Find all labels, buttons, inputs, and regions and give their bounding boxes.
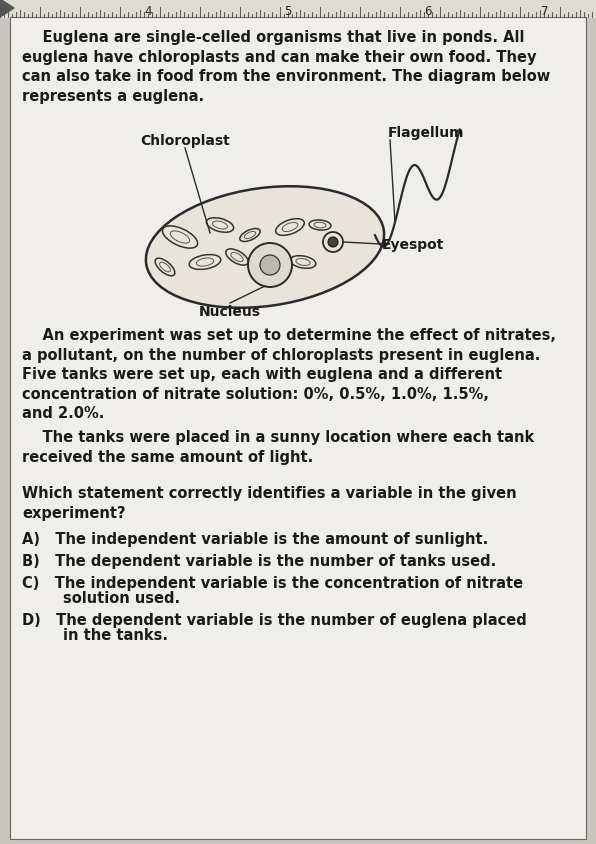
Text: Eyespot: Eyespot xyxy=(382,238,445,252)
Text: C)   The independent variable is the concentration of nitrate: C) The independent variable is the conce… xyxy=(22,576,523,590)
Text: Which statement correctly identifies a variable in the given
experiment?: Which statement correctly identifies a v… xyxy=(22,485,517,520)
Text: An experiment was set up to determine the effect of nitrates,
a pollutant, on th: An experiment was set up to determine th… xyxy=(22,327,556,421)
Bar xyxy=(0,0,596,18)
Polygon shape xyxy=(0,0,14,18)
Text: 7: 7 xyxy=(541,5,549,18)
Text: The tanks were placed in a sunny location where each tank
received the same amou: The tanks were placed in a sunny locatio… xyxy=(22,430,534,464)
Text: 6: 6 xyxy=(424,5,432,18)
Text: in the tanks.: in the tanks. xyxy=(22,627,168,642)
Text: 4: 4 xyxy=(144,5,152,18)
Text: D)   The dependent variable is the number of euglena placed: D) The dependent variable is the number … xyxy=(22,612,527,627)
Text: Flagellum: Flagellum xyxy=(388,126,464,140)
Circle shape xyxy=(328,238,338,247)
Text: A)   The independent variable is the amount of sunlight.: A) The independent variable is the amoun… xyxy=(22,532,488,546)
Text: B)   The dependent variable is the number of tanks used.: B) The dependent variable is the number … xyxy=(22,554,496,568)
Text: 5: 5 xyxy=(284,5,291,18)
Text: Nucleus: Nucleus xyxy=(199,305,261,319)
Circle shape xyxy=(248,244,292,288)
Circle shape xyxy=(260,256,280,276)
Ellipse shape xyxy=(146,187,384,308)
Circle shape xyxy=(323,233,343,252)
Text: Euglena are single-celled organisms that live in ponds. All
euglena have chlorop: Euglena are single-celled organisms that… xyxy=(22,30,550,104)
Text: solution used.: solution used. xyxy=(22,590,180,605)
Text: Chloroplast: Chloroplast xyxy=(140,134,230,148)
